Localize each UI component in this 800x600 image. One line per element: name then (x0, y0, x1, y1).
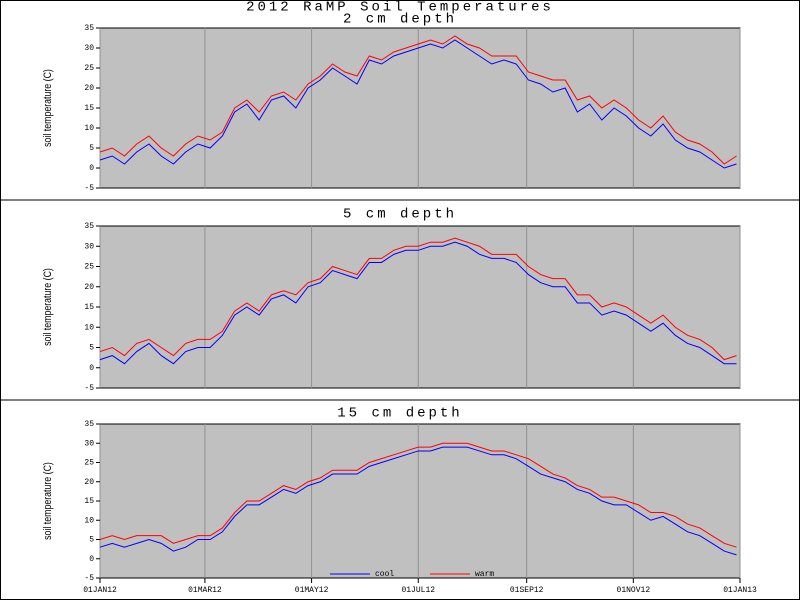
y-tick-label: 0 (89, 364, 94, 373)
series-line (99, 39, 737, 169)
y-tick-label: 5 (89, 344, 94, 353)
x-tick-label: 01NOV12 (617, 586, 651, 595)
y-tick-label: 15 (84, 303, 94, 312)
series-line (99, 446, 737, 556)
plot-area (99, 27, 741, 189)
x-tick-label: 01MAR12 (188, 586, 222, 595)
y-tick-label: 25 (84, 263, 94, 272)
y-tick-label: -5 (84, 574, 94, 583)
y-tick-label: -5 (84, 184, 94, 193)
x-tick-label: 01MAY12 (295, 586, 329, 595)
y-tick-label: 30 (84, 242, 94, 251)
chart-title: 2012 RaMP Soil Temperatures (246, 0, 554, 16)
y-axis-label: soil temperature (C) (42, 268, 54, 346)
y-tick-label: 35 (84, 222, 94, 231)
y-tick-label: 5 (89, 144, 94, 153)
y-tick-label: 35 (84, 24, 94, 33)
y-tick-label: 30 (84, 44, 94, 53)
y-tick-label: 35 (84, 420, 94, 429)
y-tick-label: 25 (84, 64, 94, 73)
y-tick-label: 15 (84, 104, 94, 113)
subtitle: 2 cm depth (343, 12, 457, 28)
x-tick-label: 01JUL12 (401, 586, 435, 595)
x-tick-label: 01SEP12 (510, 586, 544, 595)
legend-label: warm (475, 570, 494, 579)
plot-area (99, 225, 741, 389)
y-tick-label: 5 (89, 536, 94, 545)
y-tick-label: 20 (84, 478, 94, 487)
legend-label: cool (375, 570, 394, 579)
series-line (99, 237, 737, 361)
y-axis-label: soil temperature (C) (42, 462, 54, 540)
y-tick-label: 0 (89, 164, 94, 173)
series-line (99, 442, 737, 548)
y-tick-label: 10 (84, 124, 94, 133)
series-line (99, 241, 737, 365)
y-axis-label: soil temperature (C) (42, 69, 54, 147)
y-tick-label: 0 (89, 555, 94, 564)
y-tick-label: 20 (84, 84, 94, 93)
y-tick-label: 25 (84, 459, 94, 468)
y-tick-label: -5 (84, 384, 94, 393)
subtitle: 15 cm depth (337, 406, 462, 422)
y-tick-label: 30 (84, 439, 94, 448)
y-tick-label: 15 (84, 497, 94, 506)
x-tick-label: 01JAN12 (83, 586, 117, 595)
y-tick-label: 20 (84, 283, 94, 292)
y-tick-label: 10 (84, 516, 94, 525)
y-tick-label: 10 (84, 323, 94, 332)
subtitle: 5 cm depth (343, 207, 457, 223)
series-line (99, 35, 737, 165)
x-tick-label: 01JAN13 (723, 586, 757, 595)
